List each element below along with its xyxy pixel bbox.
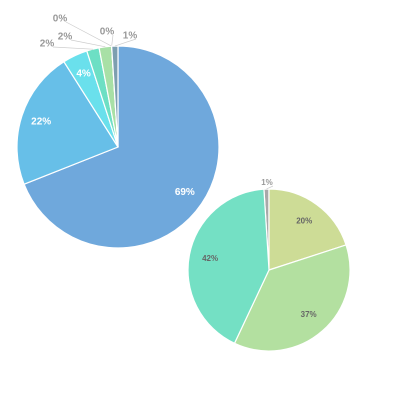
value-label: 0%	[100, 27, 115, 38]
leader-line	[266, 185, 274, 190]
leader-line	[70, 39, 106, 48]
pie-slice	[23, 45, 220, 249]
pie-slice	[111, 45, 119, 148]
value-label: 42%	[202, 254, 218, 263]
value-label: 20%	[296, 217, 312, 226]
pie-slice	[16, 60, 119, 185]
leader-line	[111, 34, 114, 47]
value-label: 1%	[261, 178, 273, 187]
leader-line	[52, 46, 93, 50]
value-label: 1%	[123, 31, 138, 42]
value-label: 0%	[53, 14, 68, 25]
value-label: 69%	[175, 187, 195, 198]
value-label: 2%	[40, 39, 55, 50]
pie-slice	[233, 244, 351, 352]
leader-line	[114, 38, 137, 47]
value-label: 22%	[31, 117, 51, 128]
pie-slice	[268, 188, 347, 271]
value-label: 4%	[76, 69, 91, 80]
value-label: 37%	[301, 310, 317, 319]
pie-slice	[187, 188, 270, 345]
leader-line	[65, 21, 112, 47]
value-label: 2%	[58, 32, 73, 43]
